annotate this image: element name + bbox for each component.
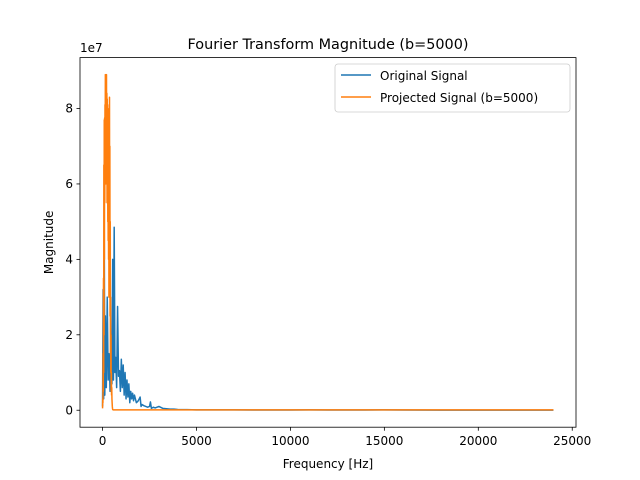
x-tick-label: 10000 bbox=[271, 434, 309, 448]
x-tick-label: 15000 bbox=[365, 434, 403, 448]
y-tick-label: 6 bbox=[65, 177, 73, 191]
y-axis-label: Magnitude bbox=[42, 211, 56, 275]
plot-area bbox=[79, 57, 577, 428]
legend-box bbox=[334, 63, 571, 113]
y-tick-label: 4 bbox=[65, 253, 73, 267]
series-line-projected-signal-b-5000 bbox=[101, 73, 554, 411]
legend: Original Signal Projected Signal (b=5000… bbox=[334, 63, 571, 113]
x-tick-label: 20000 bbox=[459, 434, 497, 448]
x-tick-label: 5000 bbox=[181, 434, 212, 448]
x-tick-label: 0 bbox=[99, 434, 107, 448]
legend-label-projected-signal: Projected Signal (b=5000) bbox=[380, 91, 538, 105]
series-layer bbox=[101, 73, 554, 411]
x-axis-label: Frequency [Hz] bbox=[283, 457, 374, 471]
chart-title: Fourier Transform Magnitude (b=5000) bbox=[188, 37, 469, 53]
x-axis: 0 5000 10000 15000 20000 25000 bbox=[99, 427, 591, 448]
y-tick-label: 0 bbox=[65, 403, 73, 417]
y-offset-label: 1e7 bbox=[80, 41, 103, 55]
y-tick-label: 8 bbox=[65, 102, 73, 116]
x-tick-label: 25000 bbox=[553, 434, 591, 448]
plot-frame bbox=[79, 57, 577, 428]
y-tick-label: 2 bbox=[65, 328, 73, 342]
y-axis: 0 2 4 6 8 bbox=[65, 102, 80, 417]
legend-label-original-signal: Original Signal bbox=[380, 69, 468, 83]
